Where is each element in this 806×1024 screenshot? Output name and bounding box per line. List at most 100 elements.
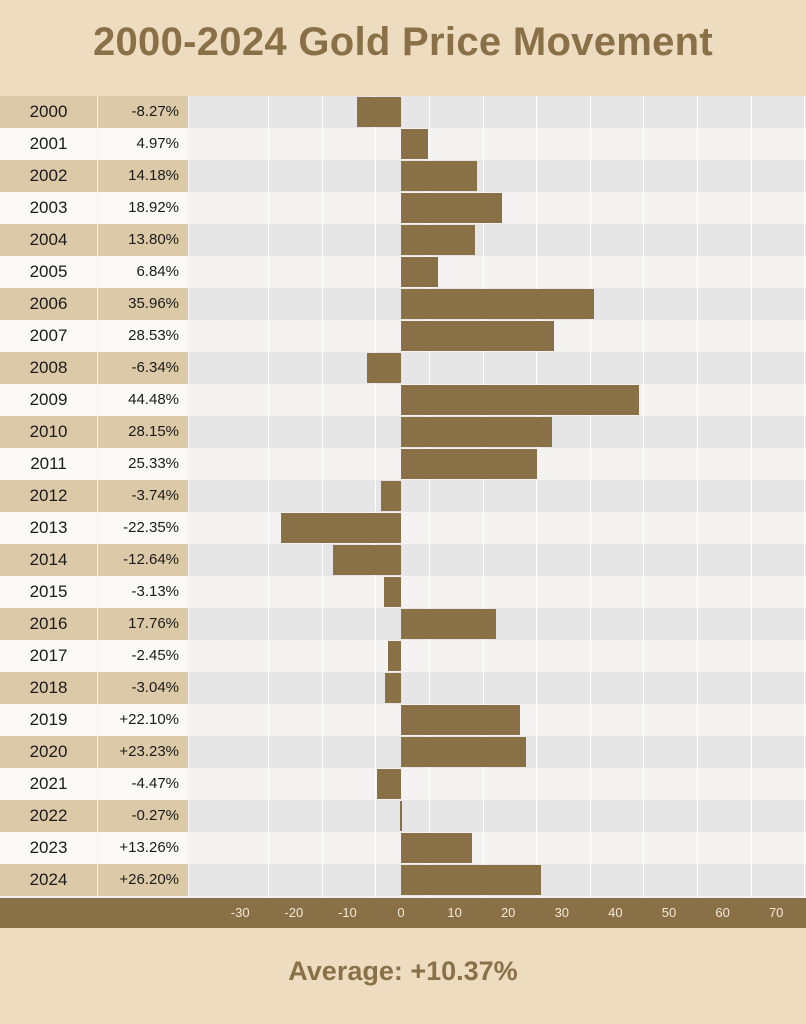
table-row: 2023 +13.26% [0,832,806,864]
bar-2004 [401,225,475,255]
year-label: 2016 [0,608,97,640]
year-label: 2009 [0,384,97,416]
bar-2024 [401,865,542,895]
x-tick-label: 60 [715,905,730,920]
gridline [751,96,752,898]
gridline [483,96,484,898]
percent-label: -3.74% [98,480,188,512]
gridline [697,96,698,898]
x-tick-label: -20 [284,905,304,920]
percent-label: -0.27% [98,800,188,832]
table-row: 2017 -2.45% [0,640,806,672]
table-row: 2002 14.18% [0,160,806,192]
table-row: 2000 -8.27% [0,96,806,128]
bar-2017 [387,641,401,671]
percent-label: -2.45% [98,640,188,672]
table-row: 2005 6.84% [0,256,806,288]
bar-2022 [399,801,402,831]
chart-title: 2000-2024 Gold Price Movement [92,20,714,64]
year-label: 2017 [0,640,97,672]
percent-label: 17.76% [98,608,188,640]
table-row: 2018 -3.04% [0,672,806,704]
table-row: 2016 17.76% [0,608,806,640]
table-row: 2022 -0.27% [0,800,806,832]
percent-label: 14.18% [98,160,188,192]
year-label: 2006 [0,288,97,320]
year-label: 2013 [0,512,97,544]
year-label: 2001 [0,128,97,160]
percent-label: 28.53% [98,320,188,352]
table-row: 2021 -4.47% [0,768,806,800]
x-tick-label: 10 [447,905,462,920]
gridline [590,96,591,898]
bar-2002 [401,161,477,191]
x-tick-label: 30 [554,905,570,920]
header: 2000-2024 Gold Price Movement [0,0,806,96]
percent-label: -3.13% [98,576,188,608]
year-label: 2015 [0,576,97,608]
year-label: 2003 [0,192,97,224]
chart-table: 2000 -8.27% 2001 4.97% 2002 14.18% 2003 18.92% 2… [0,96,806,898]
year-label: 2008 [0,352,97,384]
percent-label: -12.64% [98,544,188,576]
bar-2012 [381,481,401,511]
gridline [375,96,376,898]
percent-label: 4.97% [98,128,188,160]
row-plot-area [189,832,806,864]
gridline [268,96,269,898]
year-label: 2002 [0,160,97,192]
year-label: 2011 [0,448,97,480]
percent-label: +23.23% [98,736,188,768]
gridline [322,96,323,898]
percent-label: +22.10% [98,704,188,736]
year-label: 2024 [0,864,97,896]
percent-label: 35.96% [98,288,188,320]
table-row: 2015 -3.13% [0,576,806,608]
bar-2008 [367,353,401,383]
percent-label: -3.04% [98,672,188,704]
percent-label: -4.47% [98,768,188,800]
gridline [643,96,644,898]
year-label: 2019 [0,704,97,736]
year-label: 2005 [0,256,97,288]
percent-label: +26.20% [98,864,188,896]
year-label: 2021 [0,768,97,800]
year-label: 2020 [0,736,97,768]
bar-2009 [401,385,640,415]
percent-label: 18.92% [98,192,188,224]
year-label: 2004 [0,224,97,256]
bar-2021 [377,769,401,799]
row-plot-area [189,224,806,256]
table-row: 2008 -6.34% [0,352,806,384]
row-plot-area [189,768,806,800]
row-plot-area [189,544,806,576]
row-plot-area [189,160,806,192]
row-plot-area [189,800,806,832]
x-tick-label: 70 [768,905,784,920]
year-label: 2018 [0,672,97,704]
percent-label: 44.48% [98,384,188,416]
percent-label: 6.84% [98,256,188,288]
x-tick-label: -30 [230,905,250,920]
row-plot-area [189,96,806,128]
gridline [536,96,537,898]
gridline [804,96,805,898]
x-tick-label: 40 [608,905,623,920]
row-plot-area [189,576,806,608]
x-tick-label: -10 [337,905,357,920]
row-plot-area [189,128,806,160]
table-row: 2004 13.80% [0,224,806,256]
x-tick-label: 20 [500,905,516,920]
year-label: 2014 [0,544,97,576]
percent-label: -8.27% [98,96,188,128]
bar-2001 [401,129,428,159]
row-plot-area [189,480,806,512]
table-row: 2012 -3.74% [0,480,806,512]
x-tick-label: 50 [661,905,677,920]
table-row: 2013 -22.35% [0,512,806,544]
row-plot-area [189,672,806,704]
bar-2000 [356,97,401,127]
bar-2005 [401,257,438,287]
bar-2016 [401,609,497,639]
year-label: 2023 [0,832,97,864]
